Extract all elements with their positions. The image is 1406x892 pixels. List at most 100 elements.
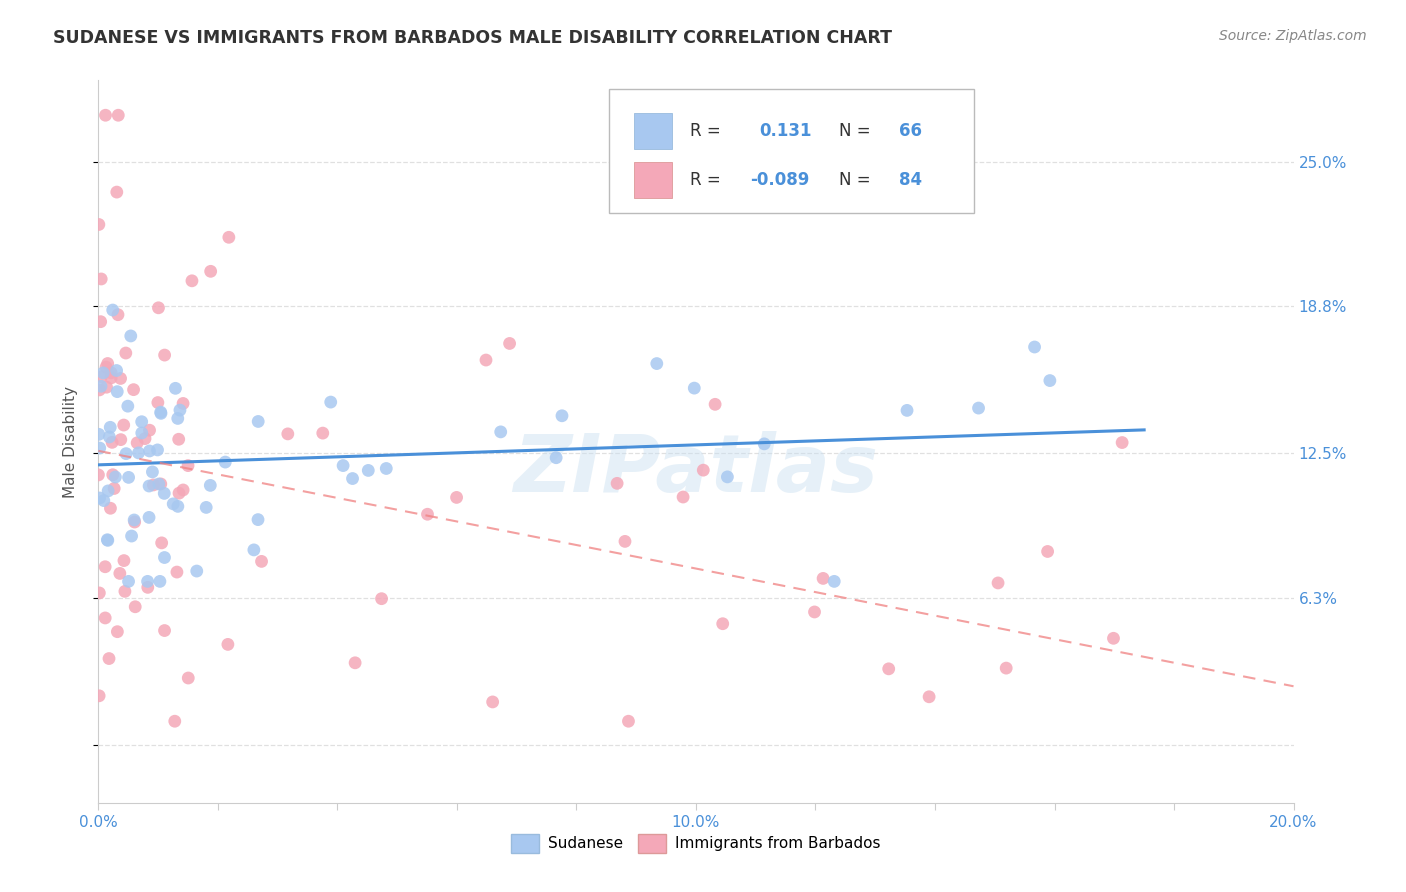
- Point: [823, 574, 845, 589]
- Point: [617, 714, 640, 729]
- Point: [114, 346, 136, 360]
- Point: [110, 433, 132, 447]
- Point: [97, 533, 120, 548]
- Point: [1102, 632, 1125, 646]
- Point: [167, 432, 190, 446]
- Text: ZIPatlas: ZIPatlas: [513, 432, 879, 509]
- Text: 0.131: 0.131: [759, 121, 811, 139]
- Point: [87, 467, 110, 482]
- Point: [98, 651, 121, 665]
- Point: [153, 486, 176, 500]
- Point: [103, 482, 125, 496]
- Point: [704, 397, 727, 411]
- Point: [186, 564, 208, 578]
- Point: [90, 272, 112, 286]
- Point: [711, 616, 734, 631]
- Point: [149, 406, 172, 420]
- Point: [131, 415, 153, 429]
- Point: [89, 441, 111, 455]
- Point: [357, 463, 380, 477]
- Point: [128, 446, 150, 460]
- Point: [332, 458, 354, 473]
- Point: [446, 491, 468, 505]
- Point: [96, 380, 118, 394]
- Point: [127, 435, 149, 450]
- Point: [166, 411, 188, 425]
- Point: [165, 381, 187, 395]
- Point: [122, 383, 145, 397]
- Point: [645, 357, 668, 371]
- Point: [120, 329, 142, 343]
- Point: [172, 396, 194, 410]
- Point: [107, 308, 129, 322]
- Point: [606, 476, 628, 491]
- Point: [117, 574, 139, 589]
- Point: [148, 301, 170, 315]
- FancyBboxPatch shape: [609, 89, 974, 212]
- Point: [481, 695, 503, 709]
- Point: [87, 218, 110, 232]
- Point: [94, 108, 117, 122]
- Point: [148, 477, 170, 491]
- Text: 84: 84: [900, 171, 922, 189]
- Text: N =: N =: [839, 171, 870, 189]
- Point: [136, 580, 159, 594]
- Text: SUDANESE VS IMMIGRANTS FROM BARBADOS MALE DISABILITY CORRELATION CHART: SUDANESE VS IMMIGRANTS FROM BARBADOS MAL…: [53, 29, 893, 46]
- Point: [177, 671, 200, 685]
- Point: [90, 379, 112, 393]
- Point: [803, 605, 825, 619]
- Point: [683, 381, 706, 395]
- Point: [551, 409, 574, 423]
- Point: [94, 559, 117, 574]
- Point: [138, 444, 160, 458]
- Point: [114, 584, 136, 599]
- Point: [90, 315, 112, 329]
- Point: [101, 467, 124, 482]
- Legend: Sudanese, Immigrants from Barbados: Sudanese, Immigrants from Barbados: [505, 828, 887, 859]
- Point: [312, 426, 335, 441]
- Point: [1036, 544, 1059, 558]
- Text: N =: N =: [839, 121, 870, 139]
- Point: [124, 515, 146, 529]
- Point: [138, 510, 160, 524]
- Point: [150, 536, 173, 550]
- Point: [89, 586, 111, 600]
- Point: [96, 533, 118, 547]
- Point: [101, 435, 124, 450]
- Point: [195, 500, 218, 515]
- Point: [146, 395, 169, 409]
- Point: [104, 470, 127, 484]
- Point: [110, 371, 132, 385]
- Point: [167, 486, 190, 500]
- Point: [614, 534, 637, 549]
- Point: [112, 553, 135, 567]
- Point: [98, 430, 121, 444]
- Point: [672, 490, 695, 504]
- Point: [416, 508, 439, 522]
- Point: [370, 591, 392, 606]
- Point: [146, 442, 169, 457]
- Point: [122, 513, 145, 527]
- Point: [475, 353, 498, 368]
- Point: [89, 383, 111, 397]
- Point: [105, 185, 128, 199]
- Point: [214, 455, 236, 469]
- Point: [100, 371, 122, 385]
- Text: 66: 66: [900, 121, 922, 139]
- Point: [100, 501, 122, 516]
- Point: [94, 611, 117, 625]
- Point: [134, 432, 156, 446]
- Point: [136, 574, 159, 589]
- Point: [131, 425, 153, 440]
- Text: R =: R =: [690, 171, 721, 189]
- Point: [89, 491, 111, 505]
- Point: [101, 303, 124, 318]
- Point: [100, 366, 122, 380]
- Point: [247, 513, 270, 527]
- Point: [149, 477, 172, 491]
- Bar: [634, 112, 672, 149]
- Point: [91, 366, 114, 380]
- Point: [692, 463, 714, 477]
- Point: [716, 470, 738, 484]
- Point: [967, 401, 990, 415]
